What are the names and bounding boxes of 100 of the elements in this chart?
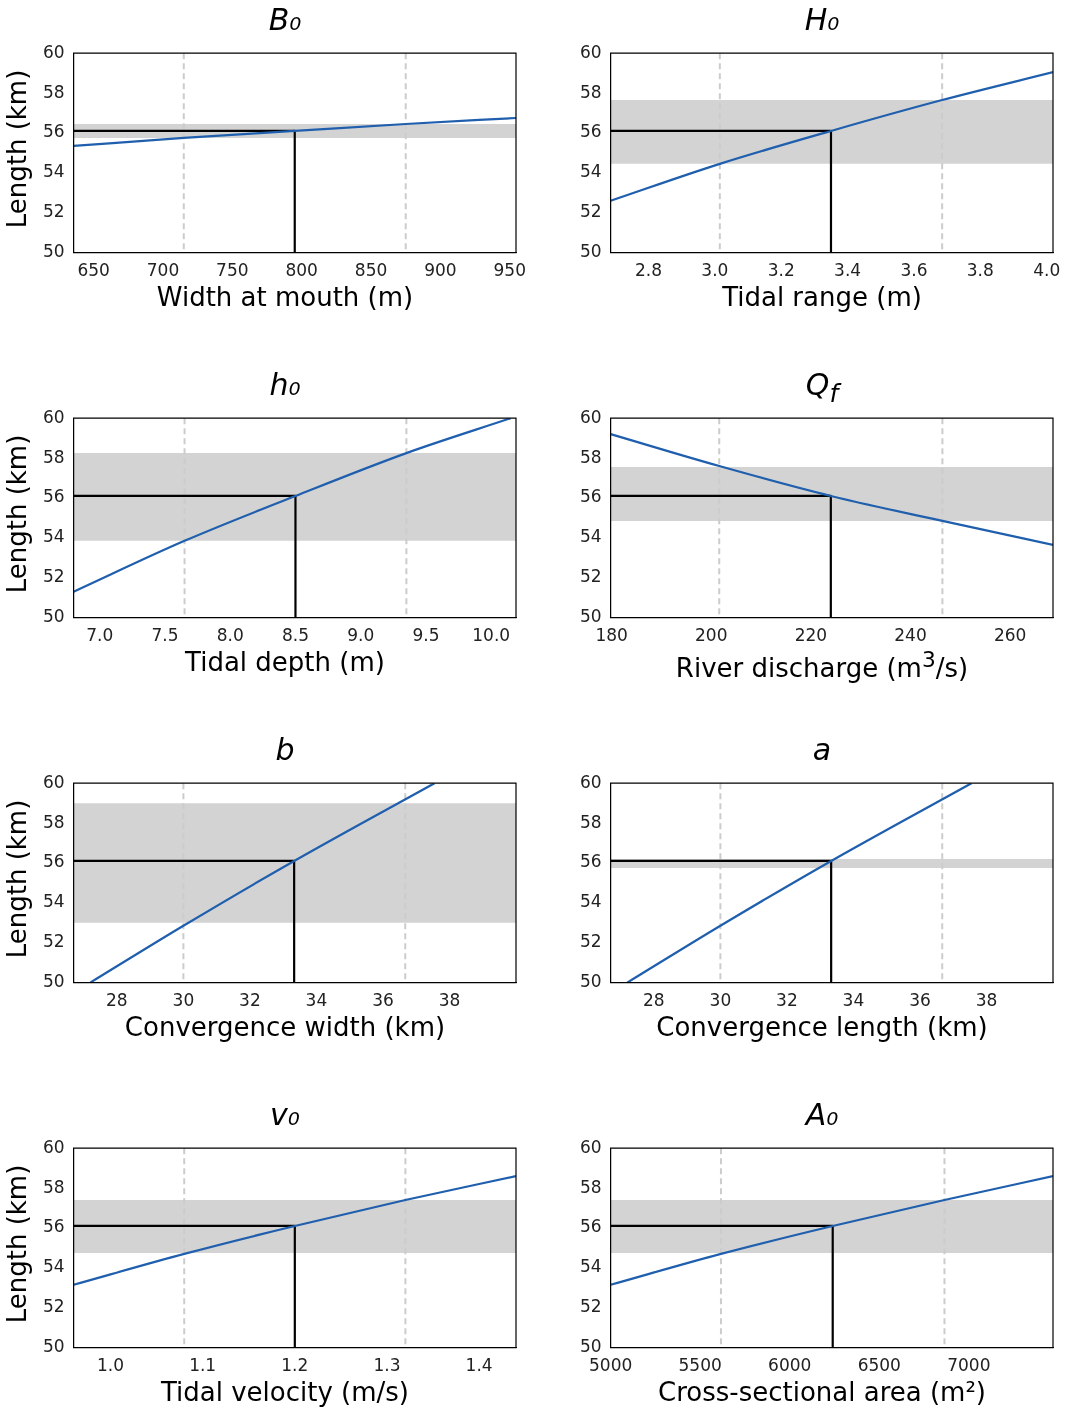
x-tick-label: 950 <box>493 260 526 281</box>
x-axis-title: Tidal depth (m) <box>184 647 386 677</box>
y-tick-label: 52 <box>42 1296 65 1317</box>
x-tick-label: 3.4 <box>834 260 862 281</box>
y-tick-label: 58 <box>579 1176 602 1197</box>
chart-title: b <box>274 732 296 767</box>
y-tick-label: 54 <box>42 526 65 547</box>
y-tick-label: 56 <box>42 851 65 872</box>
y-tick-label: 56 <box>579 121 602 142</box>
chart-title: Q$_{f}$ <box>804 367 843 408</box>
chart-title: h₀ <box>268 367 302 402</box>
x-tick-label: 8.0 <box>216 625 244 646</box>
x-tick-label: 10.0 <box>472 625 511 646</box>
x-tick-label: 750 <box>216 260 249 281</box>
y-tick-label: 60 <box>579 406 602 427</box>
x-axis-title: Convergence width (km) <box>123 1012 447 1042</box>
x-tick-label: 850 <box>354 260 388 281</box>
x-tick-label: 5000 <box>589 1355 633 1376</box>
y-tick-label: 52 <box>579 201 602 222</box>
x-tick-label: 4.0 <box>1033 260 1061 281</box>
x-tick-label: 3.0 <box>701 260 729 281</box>
y-tick-label: 54 <box>579 1256 602 1277</box>
x-tick-label: 30 <box>709 990 732 1011</box>
y-tick-label: 54 <box>42 1256 65 1277</box>
y-tick-label: 60 <box>42 406 65 427</box>
y-tick-label: 58 <box>42 1176 65 1197</box>
x-tick-label: 9.0 <box>347 625 375 646</box>
y-tick-label: 50 <box>42 971 65 992</box>
chart-title: B₀ <box>267 2 303 37</box>
chart-title: v₀ <box>269 1097 301 1132</box>
line-series <box>89 783 436 983</box>
y-tick-label: 56 <box>579 1216 602 1237</box>
y-tick-label: 52 <box>579 931 602 952</box>
y-tick-label: 50 <box>579 241 602 262</box>
x-tick-label: 6000 <box>768 1355 812 1376</box>
y-tick-label: 50 <box>42 1336 65 1357</box>
y-axis-title: Length (km) <box>2 1163 32 1326</box>
x-axis-title: Width at mouth (m) <box>155 282 415 312</box>
line-series <box>610 1175 1053 1286</box>
x-tick-label: 28 <box>643 990 665 1011</box>
x-tick-label: 1.2 <box>281 1355 309 1376</box>
y-tick-label: 54 <box>579 891 602 912</box>
x-tick-label: 180 <box>595 625 628 646</box>
x-tick-label: 28 <box>106 990 128 1011</box>
chart-title: A₀ <box>803 1097 840 1132</box>
x-tick-label: 9.5 <box>412 625 440 646</box>
x-axis-title: Tidal velocity (m/s) <box>160 1377 410 1407</box>
line-series <box>73 1175 516 1286</box>
y-tick-label: 60 <box>579 41 602 62</box>
y-tick-label: 52 <box>42 931 65 952</box>
x-axis-title: Tidal range (m) <box>721 282 923 312</box>
y-tick-label: 58 <box>42 811 65 832</box>
y-tick-label: 54 <box>42 161 65 182</box>
y-tick-label: 50 <box>579 971 602 992</box>
y-axis-title: Length (km) <box>2 798 32 961</box>
y-tick-label: 50 <box>579 606 602 627</box>
y-tick-label: 52 <box>579 1296 602 1317</box>
y-tick-label: 58 <box>579 81 602 102</box>
y-tick-label: 58 <box>579 811 602 832</box>
x-tick-label: 36 <box>372 990 394 1011</box>
y-tick-label: 50 <box>42 606 65 627</box>
y-tick-label: 56 <box>579 851 602 872</box>
y-tick-label: 60 <box>579 771 602 792</box>
x-tick-label: 6500 <box>857 1355 901 1376</box>
x-axis-title: Convergence length (km) <box>655 1012 989 1042</box>
x-tick-label: 260 <box>993 625 1027 646</box>
x-tick-label: 700 <box>146 260 180 281</box>
x-tick-label: 200 <box>695 625 728 646</box>
line-series <box>626 783 973 983</box>
y-tick-label: 54 <box>579 161 602 182</box>
x-tick-label: 8.5 <box>281 625 309 646</box>
x-tick-label: 1.1 <box>189 1355 217 1376</box>
chart-title: H₀ <box>803 2 841 37</box>
x-tick-label: 34 <box>305 990 328 1011</box>
x-tick-label: 800 <box>285 260 318 281</box>
y-tick-label: 58 <box>579 446 602 467</box>
y-tick-label: 54 <box>579 526 602 547</box>
y-tick-label: 56 <box>42 486 65 507</box>
chart-title: a <box>811 732 833 767</box>
y-tick-label: 52 <box>42 566 65 587</box>
x-tick-label: 650 <box>77 260 110 281</box>
x-tick-label: 240 <box>894 625 927 646</box>
x-tick-label: 1.0 <box>96 1355 125 1376</box>
x-tick-label: 2.8 <box>634 260 662 281</box>
x-tick-label: 3.2 <box>767 260 795 281</box>
x-tick-label: 32 <box>776 990 798 1011</box>
line-series <box>610 433 1053 546</box>
y-tick-label: 50 <box>42 241 65 262</box>
x-tick-label: 7.0 <box>86 625 114 646</box>
y-axis-title: Length (km) <box>2 433 32 596</box>
y-tick-label: 52 <box>42 201 65 222</box>
line-series <box>73 418 512 593</box>
y-tick-label: 60 <box>42 1136 65 1157</box>
x-tick-label: 3.6 <box>900 260 928 281</box>
line-series <box>610 71 1053 202</box>
x-tick-label: 1.3 <box>373 1355 401 1376</box>
y-tick-label: 52 <box>579 566 602 587</box>
y-tick-label: 60 <box>579 1136 602 1157</box>
y-axis-title: Length (km) <box>2 68 32 231</box>
y-tick-label: 56 <box>579 486 602 507</box>
